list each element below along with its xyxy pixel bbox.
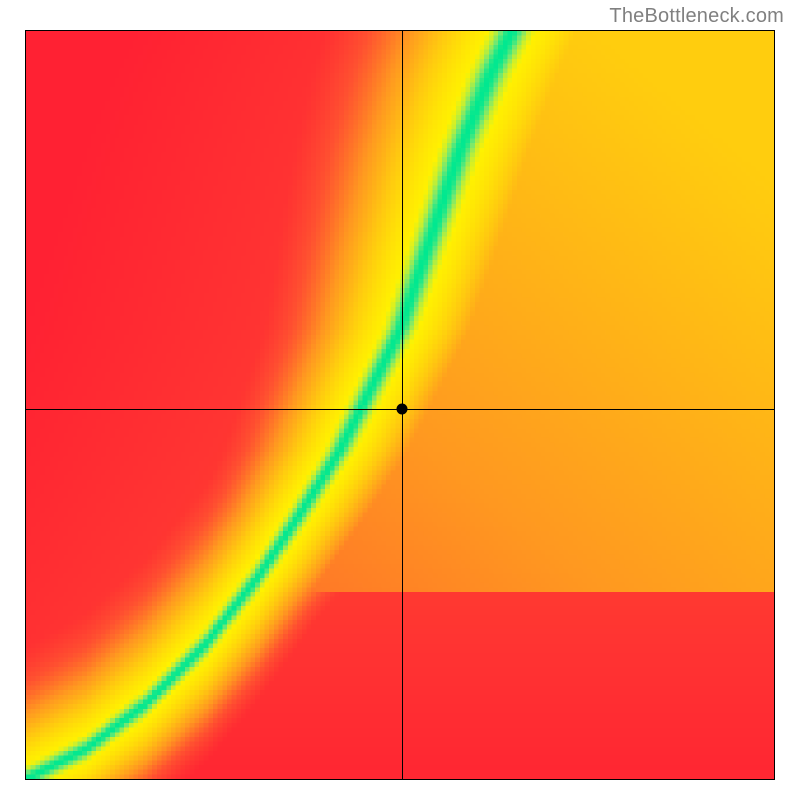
heatmap-plot xyxy=(25,30,775,780)
watermark-text: TheBottleneck.com xyxy=(609,5,784,28)
chart-container: TheBottleneck.com xyxy=(0,0,800,800)
marker-dot xyxy=(397,403,408,414)
